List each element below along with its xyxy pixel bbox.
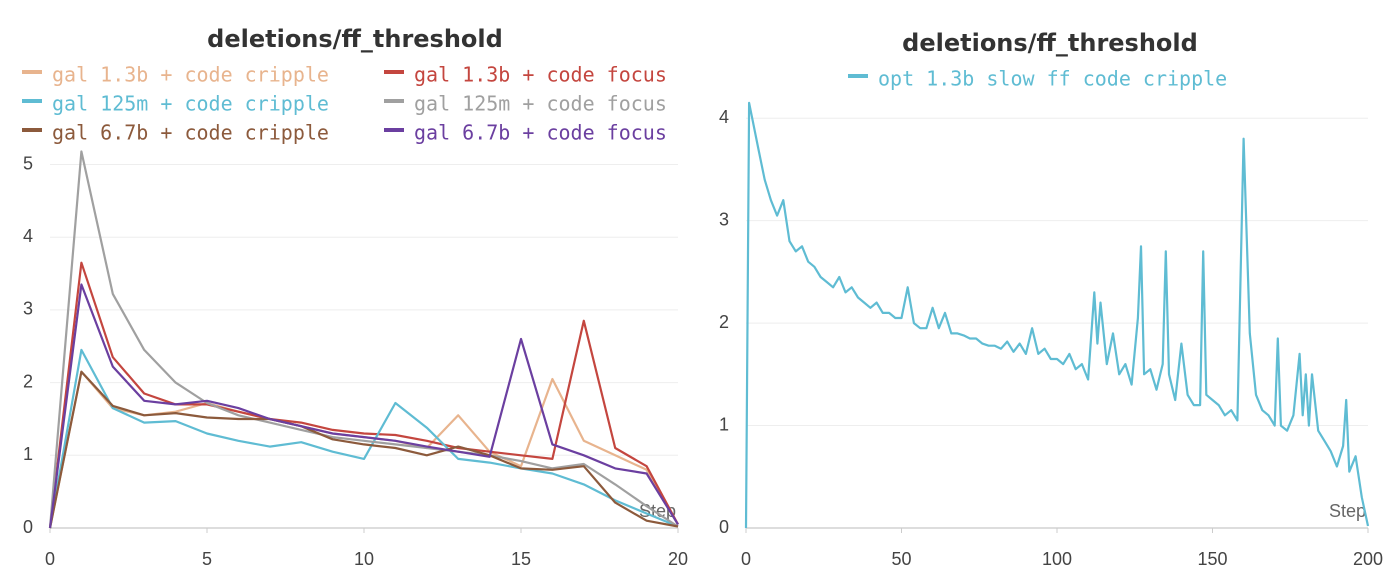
x-tick-label: 5 bbox=[202, 549, 212, 569]
series-line bbox=[744, 101, 1370, 529]
legend-label: gal 6.7b + code cripple bbox=[52, 121, 329, 145]
y-tick-label: 5 bbox=[23, 153, 33, 173]
series-line bbox=[48, 261, 679, 529]
y-tick-label: 4 bbox=[719, 107, 729, 127]
chart-title: deletions/ff_threshold bbox=[207, 25, 503, 53]
y-tick-label: 0 bbox=[719, 517, 729, 537]
x-tick-label: 200 bbox=[1353, 549, 1383, 569]
y-tick-label: 4 bbox=[23, 226, 33, 246]
x-tick-label: 20 bbox=[668, 549, 688, 569]
y-tick-label: 1 bbox=[719, 414, 729, 434]
legend-label: opt 1.3b slow ff code cripple bbox=[878, 67, 1227, 91]
y-tick-label: 2 bbox=[719, 312, 729, 332]
series-line bbox=[48, 150, 679, 529]
y-tick-label: 2 bbox=[23, 371, 33, 391]
x-axis-label: Step bbox=[1329, 501, 1366, 521]
x-tick-label: 150 bbox=[1197, 549, 1227, 569]
series-line bbox=[48, 283, 679, 529]
x-tick-label: 10 bbox=[354, 549, 374, 569]
series-line bbox=[48, 348, 679, 529]
chart-title: deletions/ff_threshold bbox=[902, 29, 1198, 57]
y-tick-label: 3 bbox=[23, 299, 33, 319]
legend-label: gal 125m + code cripple bbox=[52, 92, 329, 116]
x-tick-label: 0 bbox=[45, 549, 55, 569]
legend-label: gal 1.3b + code focus bbox=[414, 63, 667, 87]
series-line bbox=[48, 370, 679, 529]
y-tick-label: 3 bbox=[719, 209, 729, 229]
legend-label: gal 125m + code focus bbox=[414, 92, 667, 116]
y-tick-label: 1 bbox=[23, 444, 33, 464]
x-tick-label: 100 bbox=[1042, 549, 1072, 569]
x-tick-label: 50 bbox=[891, 549, 911, 569]
x-tick-label: 15 bbox=[511, 549, 531, 569]
y-tick-label: 0 bbox=[23, 517, 33, 537]
legend-label: gal 1.3b + code cripple bbox=[52, 63, 329, 87]
legend-label: gal 6.7b + code focus bbox=[414, 121, 667, 145]
x-tick-label: 0 bbox=[741, 549, 751, 569]
series-line bbox=[48, 370, 679, 529]
